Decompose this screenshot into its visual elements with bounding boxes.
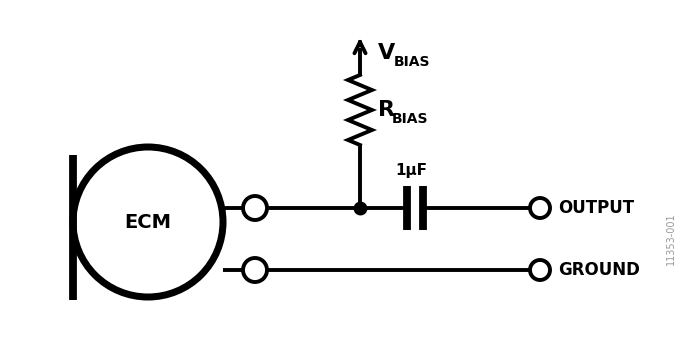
- Text: ECM: ECM: [124, 213, 172, 232]
- Circle shape: [243, 258, 267, 282]
- Text: 11353-001: 11353-001: [666, 213, 676, 265]
- Text: V: V: [378, 43, 395, 63]
- Circle shape: [243, 196, 267, 220]
- Text: GROUND: GROUND: [558, 261, 640, 279]
- Text: OUTPUT: OUTPUT: [558, 199, 634, 217]
- Text: 1μF: 1μF: [395, 163, 427, 178]
- Text: R: R: [378, 100, 395, 120]
- Text: BIAS: BIAS: [394, 55, 430, 69]
- Circle shape: [530, 260, 550, 280]
- Text: BIAS: BIAS: [392, 112, 428, 126]
- Circle shape: [530, 198, 550, 218]
